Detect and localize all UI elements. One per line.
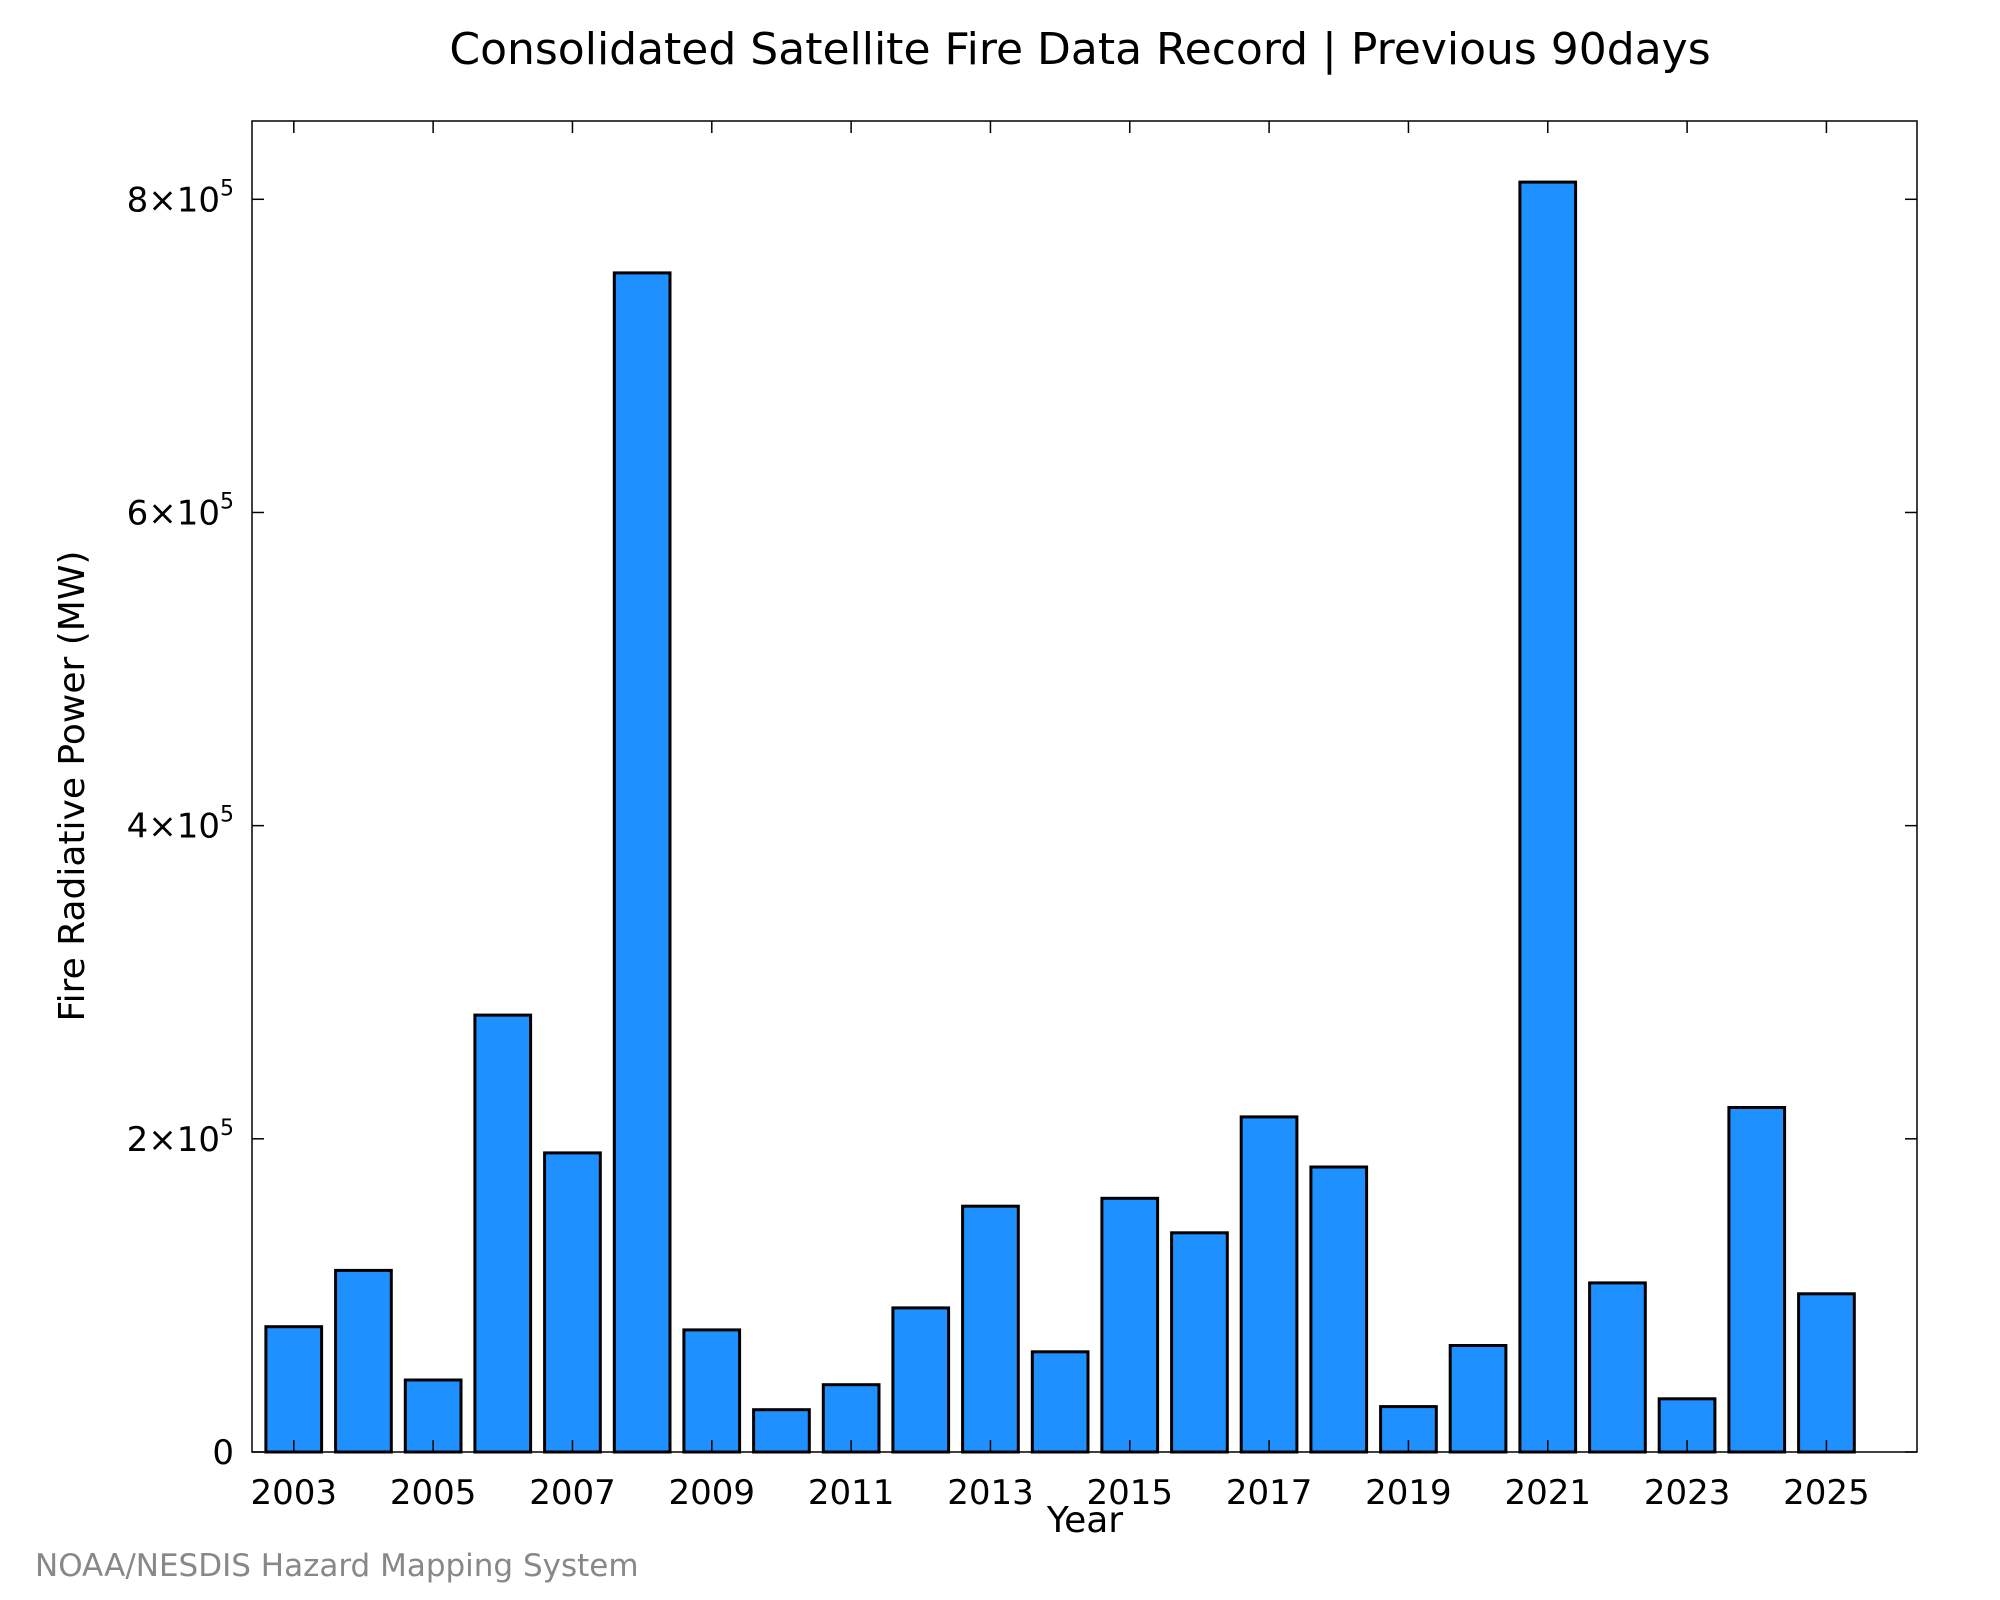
x-tick-label-2013: 2013: [947, 1473, 1034, 1513]
bar-2013: [961, 1204, 1020, 1454]
bar-2016: [1170, 1231, 1229, 1454]
bar-2022: [1588, 1281, 1647, 1454]
x-tick-label-2019: 2019: [1365, 1473, 1452, 1513]
y-tick-label-200000: 2×105: [127, 1116, 234, 1160]
x-tick-label-2009: 2009: [669, 1473, 756, 1513]
x-tick-label-2023: 2023: [1644, 1473, 1731, 1513]
bar-2012: [891, 1306, 951, 1454]
bar-2018: [1309, 1165, 1369, 1454]
y-axis-label: Fire Radiative Power (MW): [52, 551, 93, 1022]
bar-2006: [473, 1013, 533, 1454]
x-axis-label: Year: [1046, 1500, 1123, 1541]
bar-2003: [264, 1325, 324, 1454]
y-axis-ticks: 0 2×105 4×105 6×105 8×105: [127, 176, 1917, 1473]
bar-2008: [612, 271, 672, 1454]
bars-group: [264, 180, 1856, 1454]
x-tick-label-2011: 2011: [808, 1473, 895, 1513]
y-tick-label-800000: 8×105: [127, 176, 234, 220]
x-tick-label-2021: 2021: [1505, 1473, 1592, 1513]
chart-title: Consolidated Satellite Fire Data Record …: [449, 24, 1710, 75]
x-tick-label-2017: 2017: [1226, 1473, 1313, 1513]
bar-2015: [1100, 1196, 1160, 1454]
bar-2010: [752, 1408, 811, 1454]
x-tick-label-2025: 2025: [1783, 1473, 1870, 1513]
x-tick-label-2005: 2005: [390, 1473, 477, 1513]
bar-2009: [682, 1328, 742, 1454]
bar-2024: [1727, 1106, 1787, 1454]
bar-2021: [1518, 180, 1578, 1454]
y-tick-label-400000: 4×105: [127, 803, 234, 847]
x-tick-label-2015: 2015: [1087, 1473, 1174, 1513]
bar-2007: [543, 1151, 602, 1454]
y-tick-label-600000: 6×105: [127, 490, 234, 534]
bar-2020: [1448, 1344, 1508, 1454]
source-credit: NOAA/NESDIS Hazard Mapping System: [35, 1548, 639, 1584]
y-tick-label-0: 0: [212, 1433, 234, 1473]
x-axis-ticks: 2003 2005 2007 2009 2011 2013 2015 2017 2019 2021…: [251, 121, 1870, 1513]
x-tick-label-2003: 2003: [251, 1473, 338, 1513]
bar-2014: [1030, 1350, 1090, 1454]
bar-2025: [1797, 1292, 1856, 1454]
bar-2004: [334, 1268, 393, 1454]
bar-2017: [1239, 1115, 1299, 1454]
x-tick-label-2007: 2007: [529, 1473, 616, 1513]
